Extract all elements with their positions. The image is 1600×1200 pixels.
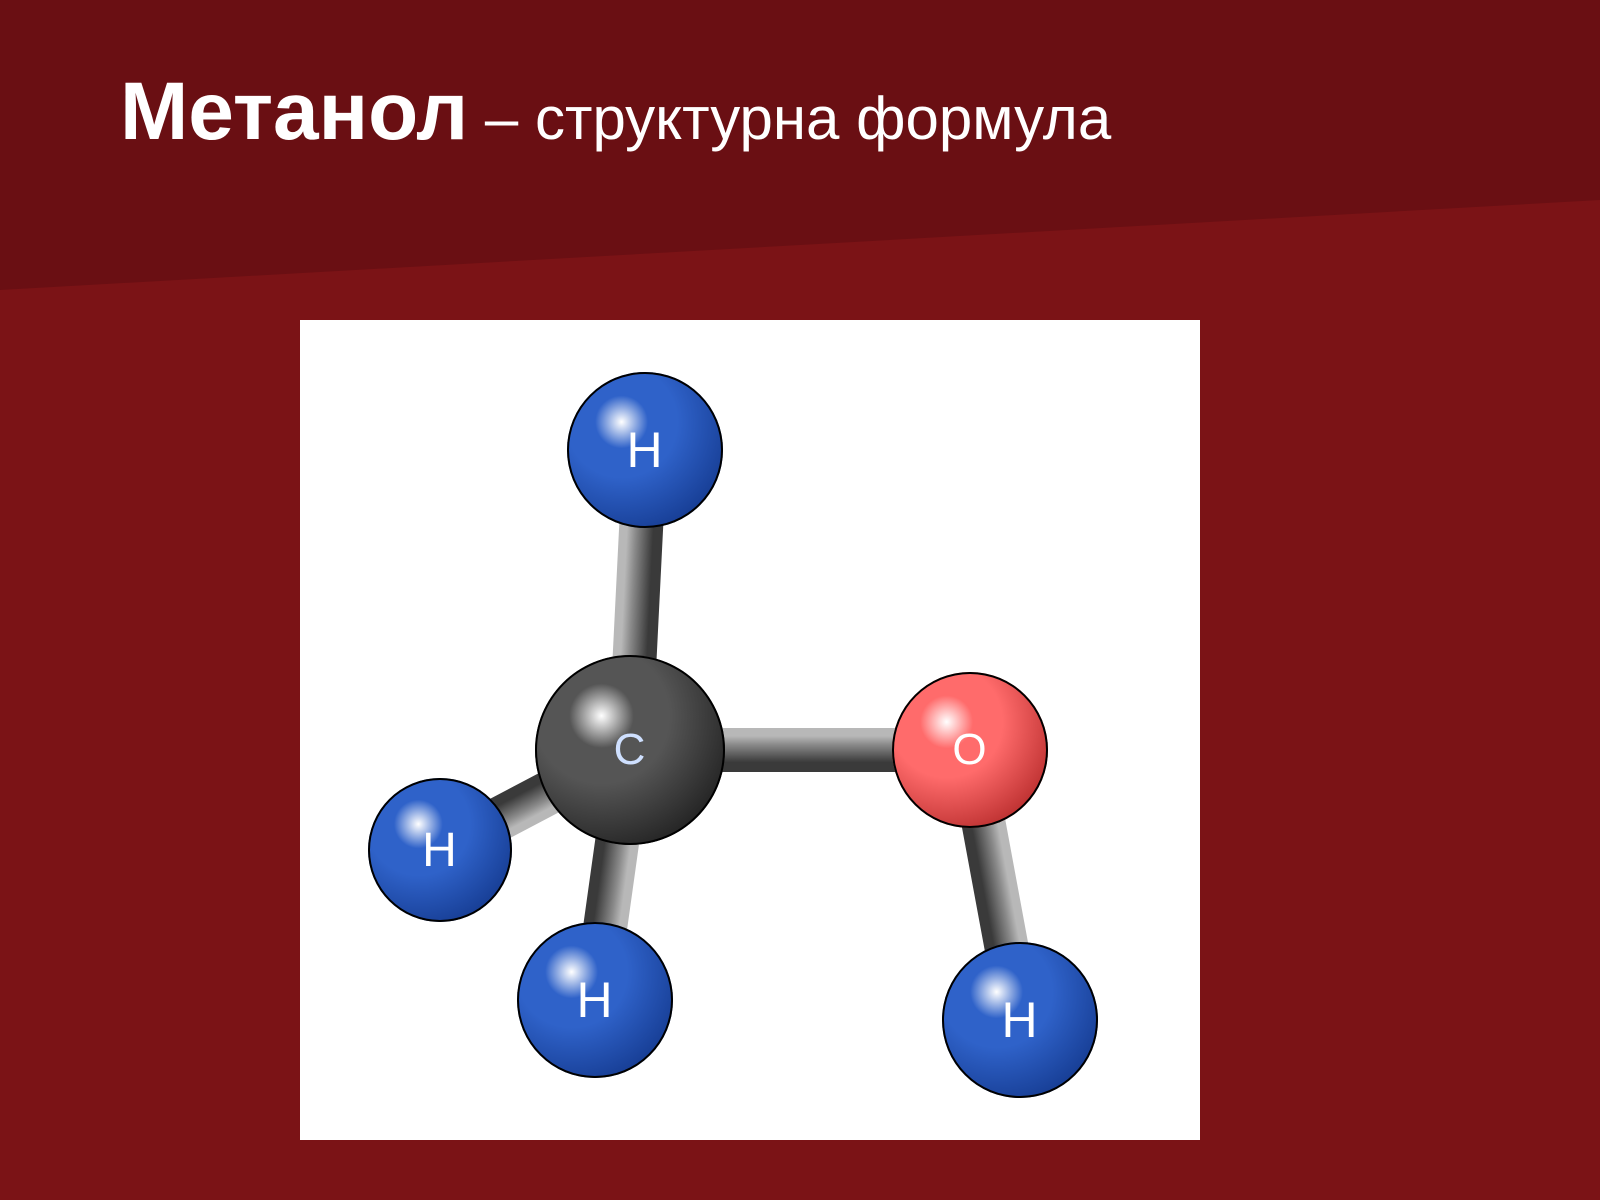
atom-H1: H [567, 372, 723, 528]
atom-label-O: O [952, 725, 987, 775]
atom-label-C: C [614, 725, 647, 775]
atom-label-H3: H [576, 971, 613, 1029]
atom-O: O [892, 672, 1048, 828]
atom-label-H4: H [1001, 991, 1038, 1049]
atom-H2: H [368, 778, 512, 922]
molecule-panel: C O H H H H [300, 320, 1200, 1140]
atom-label-H1: H [626, 421, 663, 479]
title-sub: – структурна формула [468, 85, 1111, 152]
slide-title: Метанол – структурна формула [120, 65, 1111, 159]
slide-root: Метанол – структурна формула C O H H H H [0, 0, 1600, 1200]
atom-C: C [535, 655, 725, 845]
atom-label-H2: H [422, 823, 458, 878]
title-main: Метанол [120, 66, 468, 157]
atom-H3: H [517, 922, 673, 1078]
atom-H4: H [942, 942, 1098, 1098]
